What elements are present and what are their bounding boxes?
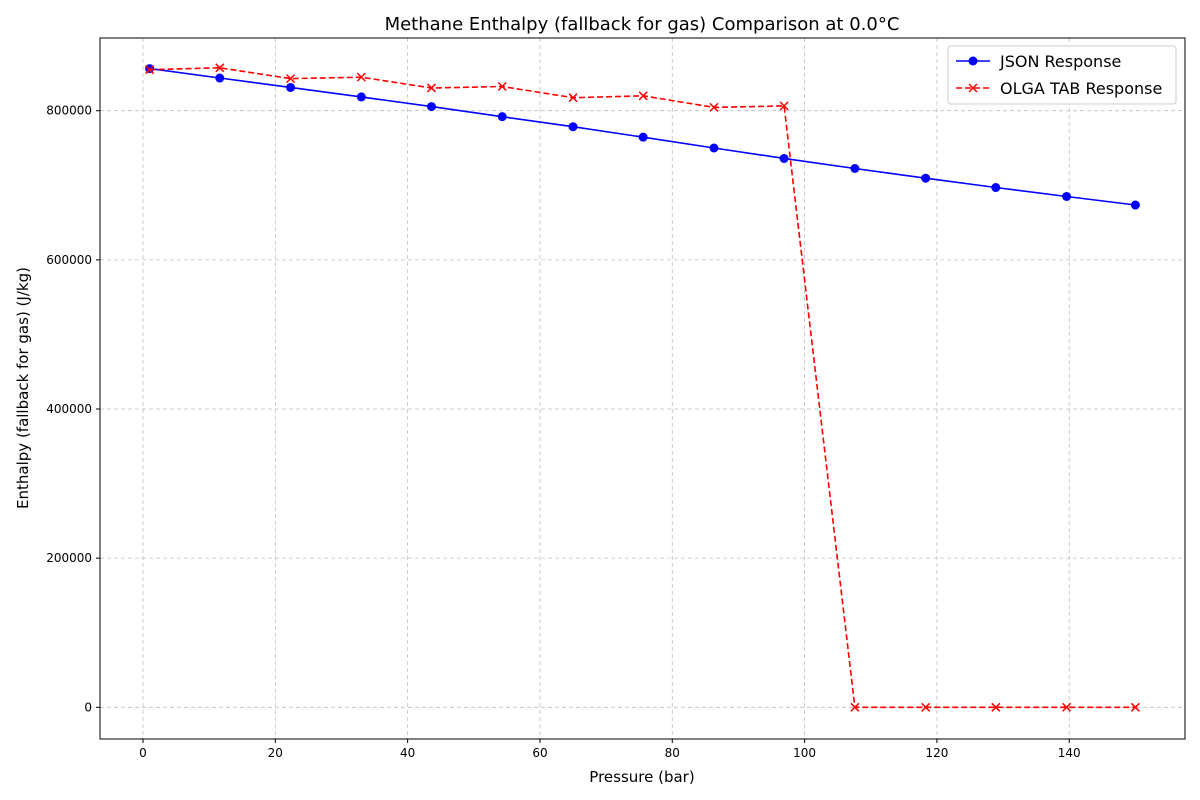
data-point-json <box>356 92 366 102</box>
data-point-olga <box>638 91 648 101</box>
x-tick-label: 80 <box>665 746 680 760</box>
data-point-json <box>991 183 1001 193</box>
data-point-olga <box>709 102 719 112</box>
data-point-json <box>215 73 225 83</box>
tick-layer: 0 20 40 60 80 100 120 140 0 200000 400000 600000 800… <box>46 104 1080 760</box>
chart-title: Methane Enthalpy (fallback for gas) Comp… <box>385 14 900 35</box>
legend-label-olga: OLGA TAB Response <box>1000 79 1162 98</box>
x-tick-label: 140 <box>1058 746 1081 760</box>
x-tick-label: 100 <box>793 746 816 760</box>
data-point-json <box>568 122 578 132</box>
grid-layer <box>100 38 1185 739</box>
data-point-olga <box>568 93 578 103</box>
series-line-olga <box>149 66 1136 709</box>
data-point-olga <box>286 74 296 84</box>
y-tick-label: 800000 <box>46 104 92 118</box>
y-tick-label: 400000 <box>46 402 92 416</box>
data-point-json <box>1130 200 1140 210</box>
y-tick-label: 200000 <box>46 551 92 565</box>
y-tick-label: 600000 <box>46 253 92 267</box>
data-point-olga <box>779 101 789 111</box>
y-axis-label: Enthalpy (fallback for gas) (J/kg) <box>14 267 32 509</box>
plot-area-frame <box>99 37 1186 740</box>
data-point-json <box>1062 191 1072 201</box>
data-point-json <box>497 112 507 122</box>
data-point-olga <box>1130 702 1140 712</box>
data-point-olga <box>850 702 860 712</box>
x-tick-label: 60 <box>532 746 547 760</box>
legend: JSON Response OLGA TAB Response <box>947 45 1177 105</box>
data-point-json <box>850 164 860 174</box>
data-point-olga <box>426 83 436 93</box>
legend-marker-json <box>968 56 978 66</box>
data-point-json <box>709 143 719 153</box>
y-tick-label: 0 <box>84 700 92 714</box>
data-point-json <box>779 153 789 163</box>
series-olga <box>145 63 1140 712</box>
legend-marker-olga <box>968 83 978 93</box>
data-point-olga <box>1062 702 1072 712</box>
series-json <box>145 64 1140 210</box>
data-point-json <box>921 173 931 183</box>
legend-label-json: JSON Response <box>999 52 1121 71</box>
data-point-olga <box>991 702 1001 712</box>
data-point-json <box>426 102 436 112</box>
data-point-olga <box>921 702 931 712</box>
data-point-olga <box>356 72 366 82</box>
data-point-olga <box>215 63 225 73</box>
series-layer <box>145 63 1140 712</box>
data-point-json <box>638 132 648 142</box>
data-point-json <box>286 82 296 92</box>
data-point-json <box>145 64 155 74</box>
x-tick-label: 0 <box>139 746 147 760</box>
data-point-olga <box>145 65 155 75</box>
x-tick-label: 120 <box>925 746 948 760</box>
data-point-olga <box>497 81 507 92</box>
x-tick-label: 20 <box>268 746 283 760</box>
x-axis-label: Pressure (bar) <box>589 768 694 786</box>
legend-box <box>947 45 1177 105</box>
x-tick-label: 40 <box>400 746 415 760</box>
